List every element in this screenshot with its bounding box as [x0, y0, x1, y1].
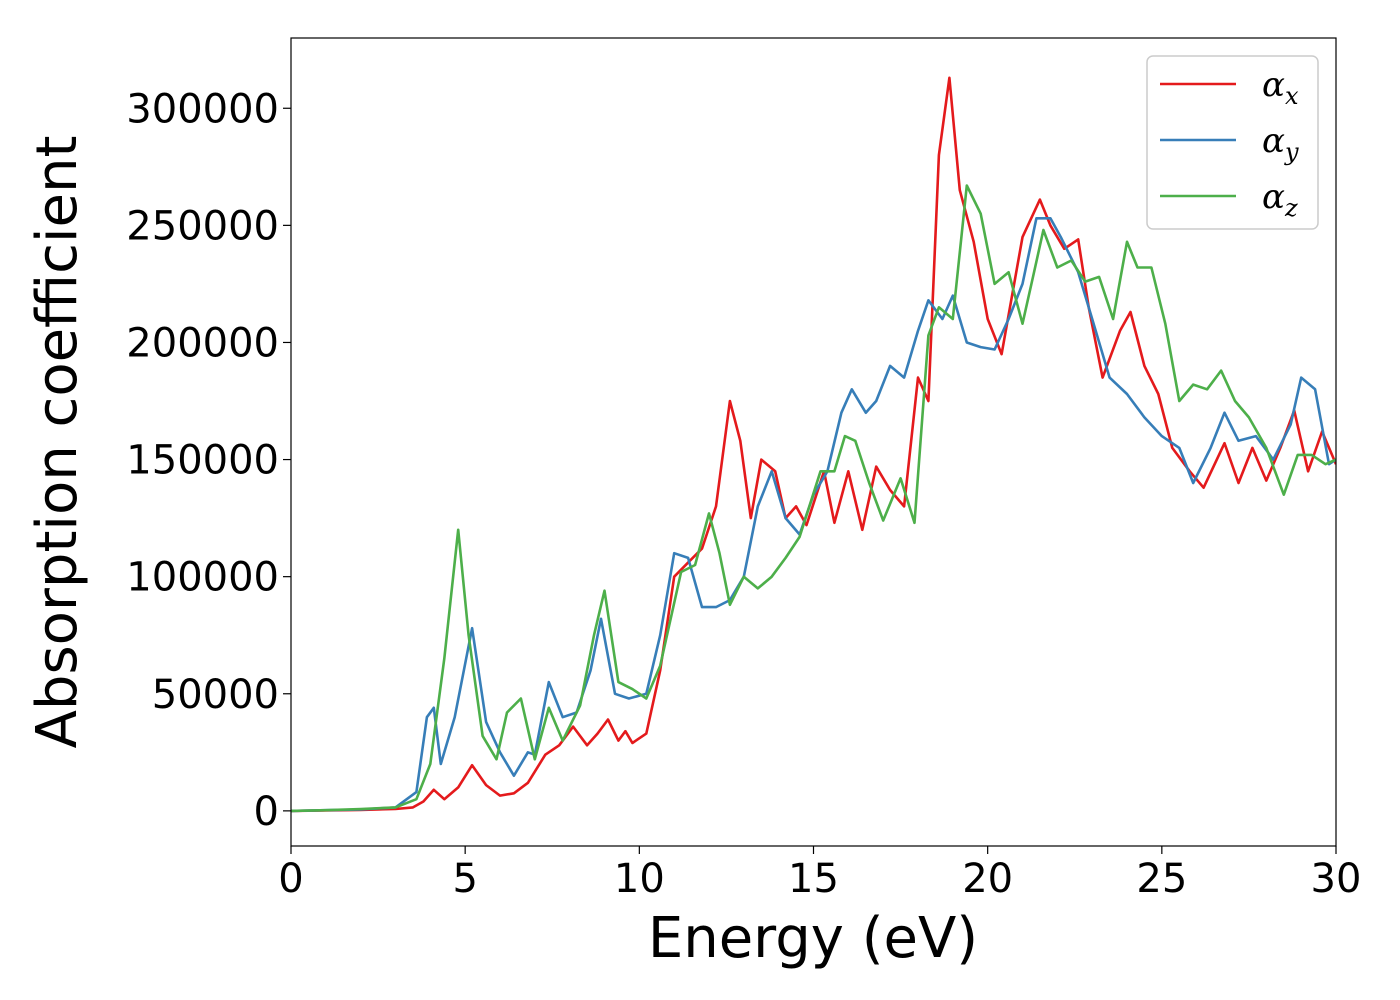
x-tick-label: 0 [278, 856, 303, 902]
legend-box [1146, 55, 1319, 230]
legend-label-z: αz [1262, 177, 1298, 222]
series-line-y [291, 217, 1336, 813]
y-tick-label: 300000 [126, 86, 279, 132]
y-tick-label: 250000 [126, 203, 279, 249]
x-tick-label: 10 [614, 856, 665, 902]
legend-label-main: α [1262, 177, 1285, 217]
legend-label-sub: x [1285, 82, 1299, 110]
y-tick-label: 0 [254, 789, 279, 835]
y-axis-label: Absorption coefficient [25, 136, 90, 749]
legend-label-sub: y [1284, 138, 1299, 166]
legend-label-main: α [1262, 65, 1285, 105]
series-line-z [291, 184, 1336, 813]
legend-label-x: αx [1262, 65, 1299, 110]
x-tick-label: 25 [1136, 856, 1187, 902]
x-tick-label: 15 [788, 856, 839, 902]
y-tick-label: 50000 [152, 672, 279, 718]
y-tick-label: 100000 [126, 555, 279, 601]
legend-label-y: αy [1262, 121, 1299, 166]
series-layer [291, 76, 1336, 813]
legend-label-sub: z [1284, 194, 1298, 222]
y-tick-label: 200000 [126, 320, 279, 366]
x-tick-label: 30 [1311, 856, 1362, 902]
legend-label-main: α [1262, 121, 1285, 161]
y-axis-ticks: 0 50000 100000 150000 200000 250000 300000 [126, 86, 291, 835]
x-axis-label: Energy (eV) [648, 906, 978, 971]
y-tick-label: 150000 [126, 438, 279, 484]
x-axis-ticks: 0 5 10 15 20 25 30 [278, 846, 1361, 902]
x-tick-label: 20 [962, 856, 1013, 902]
x-tick-label: 5 [452, 856, 477, 902]
